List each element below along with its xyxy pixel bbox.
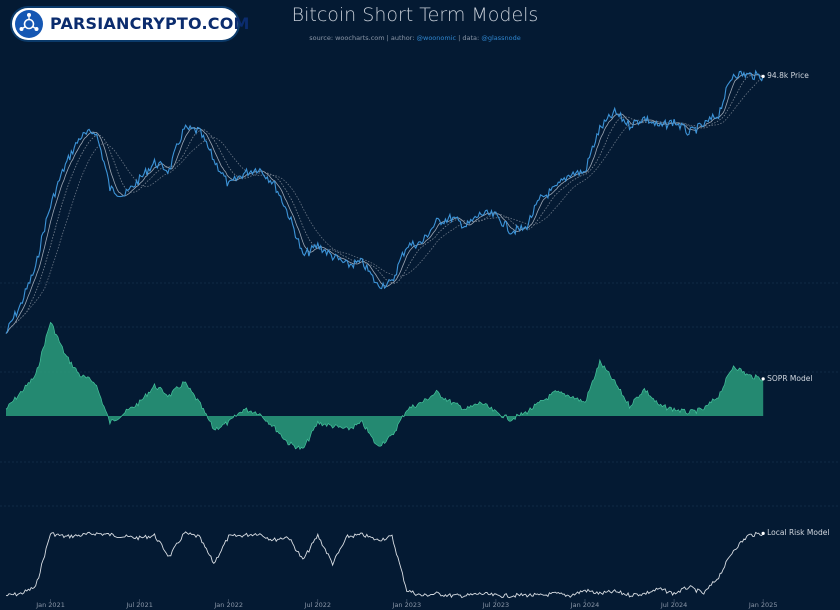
data-label-text: | data: [456,34,482,42]
moving-averages [5,73,764,334]
risk-line [5,531,764,599]
x-tick-label: Jul 2023 [482,601,510,609]
x-tick-label: Jan 2025 [748,601,778,609]
x-axis-ticks [50,599,764,603]
data-source-link[interactable]: @glassnode [481,34,521,42]
price-layer [5,69,765,334]
x-tick-label: Jul 2022 [304,601,331,609]
logo-icon [15,10,43,38]
sopr-area [5,321,765,450]
risk-label: Local Risk Model [767,528,830,538]
sopr-label: SOPR Model [767,373,813,383]
price-end-marker [761,74,765,78]
x-tick-label: Jan 2024 [570,601,600,609]
price-label: 94.8k Price [767,71,809,81]
logo-text: PARSIANCRYPTO.COM [50,14,250,33]
chart-subtitle: source: woocharts.com | author: @woonomi… [0,34,830,42]
sopr-end-marker [761,377,765,381]
risk-layer [5,531,765,599]
moving-average-line [5,74,764,334]
chart-gridlines [0,282,840,507]
chart-title: Bitcoin Short Term Models [291,4,539,26]
moving-average-line [5,73,764,334]
source-text: source: woocharts.com | author: [309,34,417,42]
x-tick-label: Jan 2022 [214,601,244,609]
x-tick-label: Jan 2023 [392,601,422,609]
author-link[interactable]: @woonomic [416,34,457,42]
logo-badge: PARSIANCRYPTO.COM [12,8,249,40]
risk-end-marker [761,531,765,535]
sopr-area-fill [6,322,764,450]
x-tick-label: Jul 2021 [126,601,153,609]
x-tick-label: Jan 2021 [36,601,65,609]
price-line [5,69,764,334]
sopr-line [5,321,764,450]
x-tick-label: Jul 2024 [660,601,688,609]
moving-average-line [5,77,764,334]
